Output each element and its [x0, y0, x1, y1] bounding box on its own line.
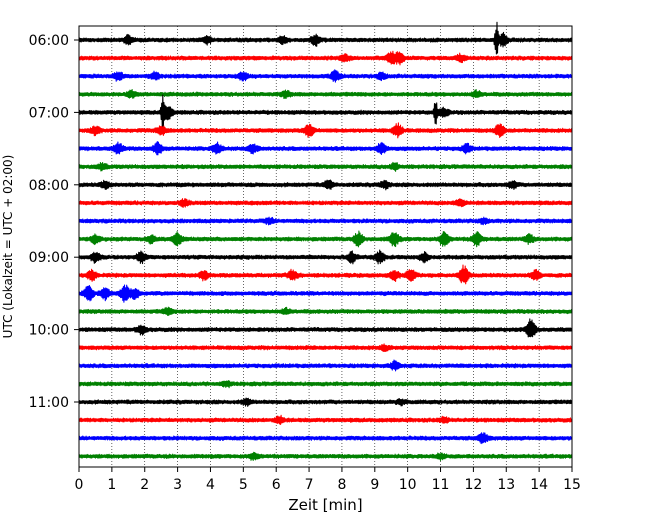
x-tick-label-14: 14: [530, 477, 548, 493]
y-tick-label-0: 06:00: [29, 33, 69, 49]
x-tick-label-12: 12: [464, 477, 482, 493]
x-axis-ticks: 0 1 2 3 4 5 6 7 8 9 10 11 12 13 14 15: [75, 467, 581, 493]
x-tick-label-3: 3: [173, 477, 182, 493]
x-tick-label-8: 8: [337, 477, 346, 493]
x-tick-label-0: 0: [75, 477, 84, 493]
x-tick-label-1: 1: [107, 477, 116, 493]
trace-1015: [78, 343, 573, 352]
x-tick-label-9: 9: [370, 477, 379, 493]
y-tick-label-3: 09:00: [29, 250, 69, 266]
x-tick-label-11: 11: [432, 477, 450, 493]
x-tick-label-13: 13: [497, 477, 515, 493]
seismic-traces: [78, 21, 573, 462]
x-tick-label-10: 10: [399, 477, 417, 493]
x-tick-label-4: 4: [206, 477, 215, 493]
x-tick-label-6: 6: [272, 477, 281, 493]
y-tick-label-4: 10:00: [29, 323, 69, 339]
plot-frame: [78, 25, 573, 468]
trace-0645: [78, 88, 573, 100]
y-tick-label-5: 11:00: [29, 395, 69, 411]
y-axis-label: UTC (Lokalzeit = UTC + 02:00): [1, 155, 15, 339]
trace-1000: [78, 318, 573, 338]
x-axis-label: Zeit [min]: [288, 496, 362, 514]
x-tick-label-7: 7: [305, 477, 314, 493]
y-tick-label-2: 08:00: [29, 178, 69, 194]
x-tick-label-2: 2: [140, 477, 149, 493]
x-tick-label-15: 15: [563, 477, 581, 493]
x-tick-label-5: 5: [239, 477, 248, 493]
y-tick-label-1: 07:00: [29, 105, 69, 121]
trace-0600: [78, 21, 573, 55]
trace-0815: [78, 198, 573, 209]
y-axis-ticks: 06:00 07:00 08:00 09:00 10:00 11:00: [29, 33, 79, 411]
trace-0830: [78, 216, 573, 226]
